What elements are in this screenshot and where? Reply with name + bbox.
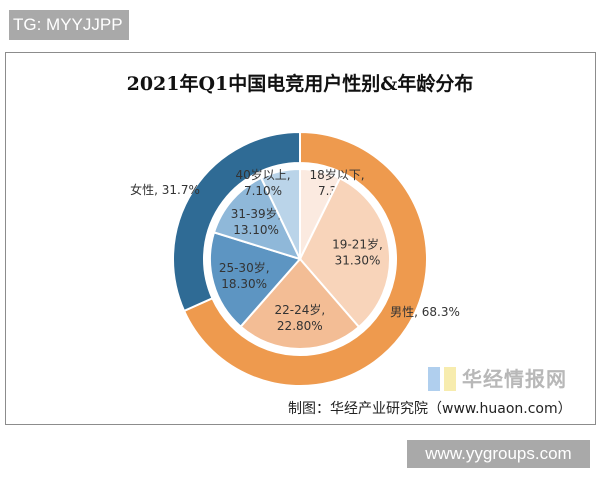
inner-slice [209,231,302,329]
inner-label-value: 22.80% [277,319,323,333]
inner-label-value: 13.10% [233,223,279,237]
inner-label-category: 25-30岁, [219,260,270,275]
inner-label-value: 7.10% [244,184,282,198]
inner-slice [298,176,391,329]
chart-title: 2021年Q1中国电竞用户性别&年龄分布 [126,73,474,95]
outer-slice-male [182,130,428,387]
outer-slice-female [172,130,301,313]
inner-label-category: 19-21岁, [332,237,383,252]
inner-label-category: 22-24岁, [274,302,325,317]
outer-label: 男性, 68.3% [390,305,460,319]
source-note: 制图：华经产业研究院（www.huaon.com） [288,401,572,417]
inner-label-value: 18.30% [221,277,267,291]
watermark-logo: 华经情报网 [428,363,578,397]
inner-slice [212,176,302,261]
tag-label: TG: MYYJJPP [9,10,129,40]
inner-slice [239,257,361,350]
inner-label-category: 31-39岁, [231,206,282,221]
inner-label-category: 40岁以上, [235,167,290,182]
inner-label-value: 31.30% [335,254,381,268]
outer-label: 女性, 31.7% [130,182,200,197]
inner-slice [259,167,301,260]
footer-url: www.yygroups.com [407,440,590,468]
inner-label-category: 18岁以下, [309,167,364,182]
